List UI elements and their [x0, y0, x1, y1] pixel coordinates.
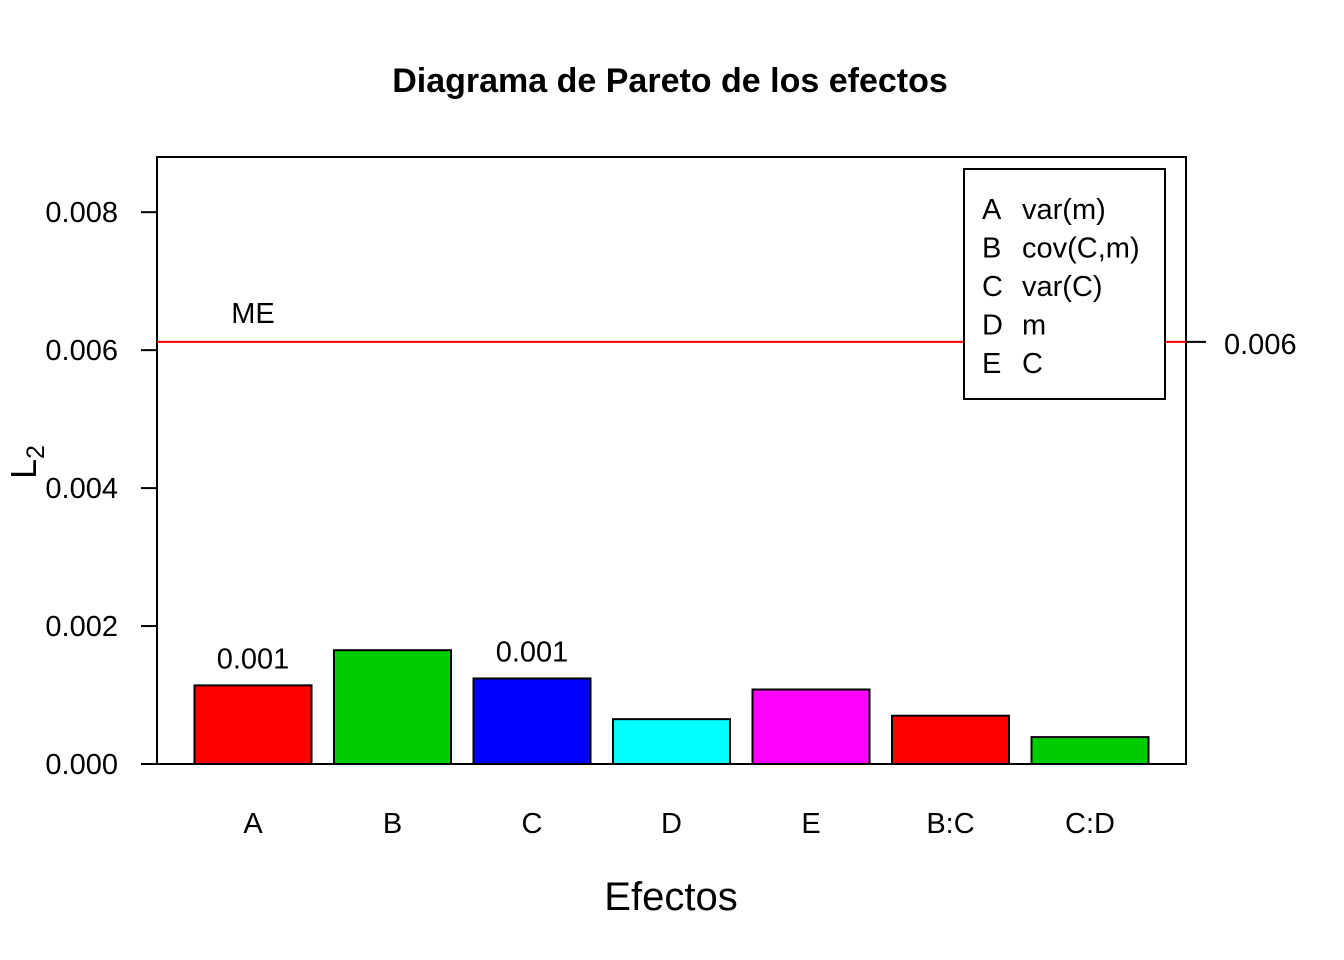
x-category-label: B — [383, 808, 402, 840]
me-value-label: 0.006 — [1224, 329, 1297, 361]
x-category-label: D — [661, 808, 682, 840]
x-category-label: C:D — [1065, 808, 1115, 840]
y-axis-label-main: L — [3, 459, 44, 479]
legend-key: A — [982, 194, 1002, 226]
bar-value-label: 0.001 — [496, 636, 569, 668]
y-tick-label: 0.004 — [45, 473, 118, 505]
me-label: ME — [231, 298, 275, 330]
legend-key: C — [982, 271, 1003, 303]
y-axis: 0.000 0.002 0.004 0.006 0.008 — [45, 197, 157, 781]
legend-entry-text: m — [1022, 310, 1046, 342]
bars-group: 0.001 0.001 — [193, 636, 1150, 766]
legend-key: E — [982, 348, 1001, 380]
x-axis-categories: A B C D E B:C C:D — [243, 808, 1115, 840]
y-tick-label: 0.008 — [45, 197, 118, 229]
legend-entry-text: var(m) — [1022, 194, 1106, 226]
x-axis-label: Efectos — [604, 875, 737, 919]
bar-B — [333, 649, 452, 765]
bar-B:C — [891, 714, 1010, 765]
x-category-label: C — [522, 808, 543, 840]
y-axis-label-subscript: 2 — [22, 445, 50, 459]
bar-A — [193, 684, 313, 765]
bar-C:D — [1030, 736, 1150, 766]
y-axis-label: L2 — [3, 445, 50, 479]
legend-key: D — [982, 310, 1003, 342]
bar-E — [751, 688, 871, 765]
chart-title: Diagrama de Pareto de los efectos — [392, 62, 948, 100]
x-category-label: E — [801, 808, 820, 840]
legend-entry-text: C — [1022, 348, 1043, 380]
bar-C — [472, 677, 592, 766]
x-category-label: B:C — [926, 808, 974, 840]
bar-D — [612, 718, 731, 766]
legend-box — [963, 168, 1166, 400]
y-tick-label: 0.002 — [45, 611, 118, 643]
legend-entry-text: cov(C,m) — [1022, 233, 1140, 265]
x-category-label: A — [243, 808, 263, 840]
y-tick-label: 0.000 — [45, 749, 118, 781]
bar-value-label: 0.001 — [217, 643, 290, 675]
legend-key: B — [982, 233, 1001, 265]
y-tick-label: 0.006 — [45, 335, 118, 367]
legend-entry-text: var(C) — [1022, 271, 1103, 303]
